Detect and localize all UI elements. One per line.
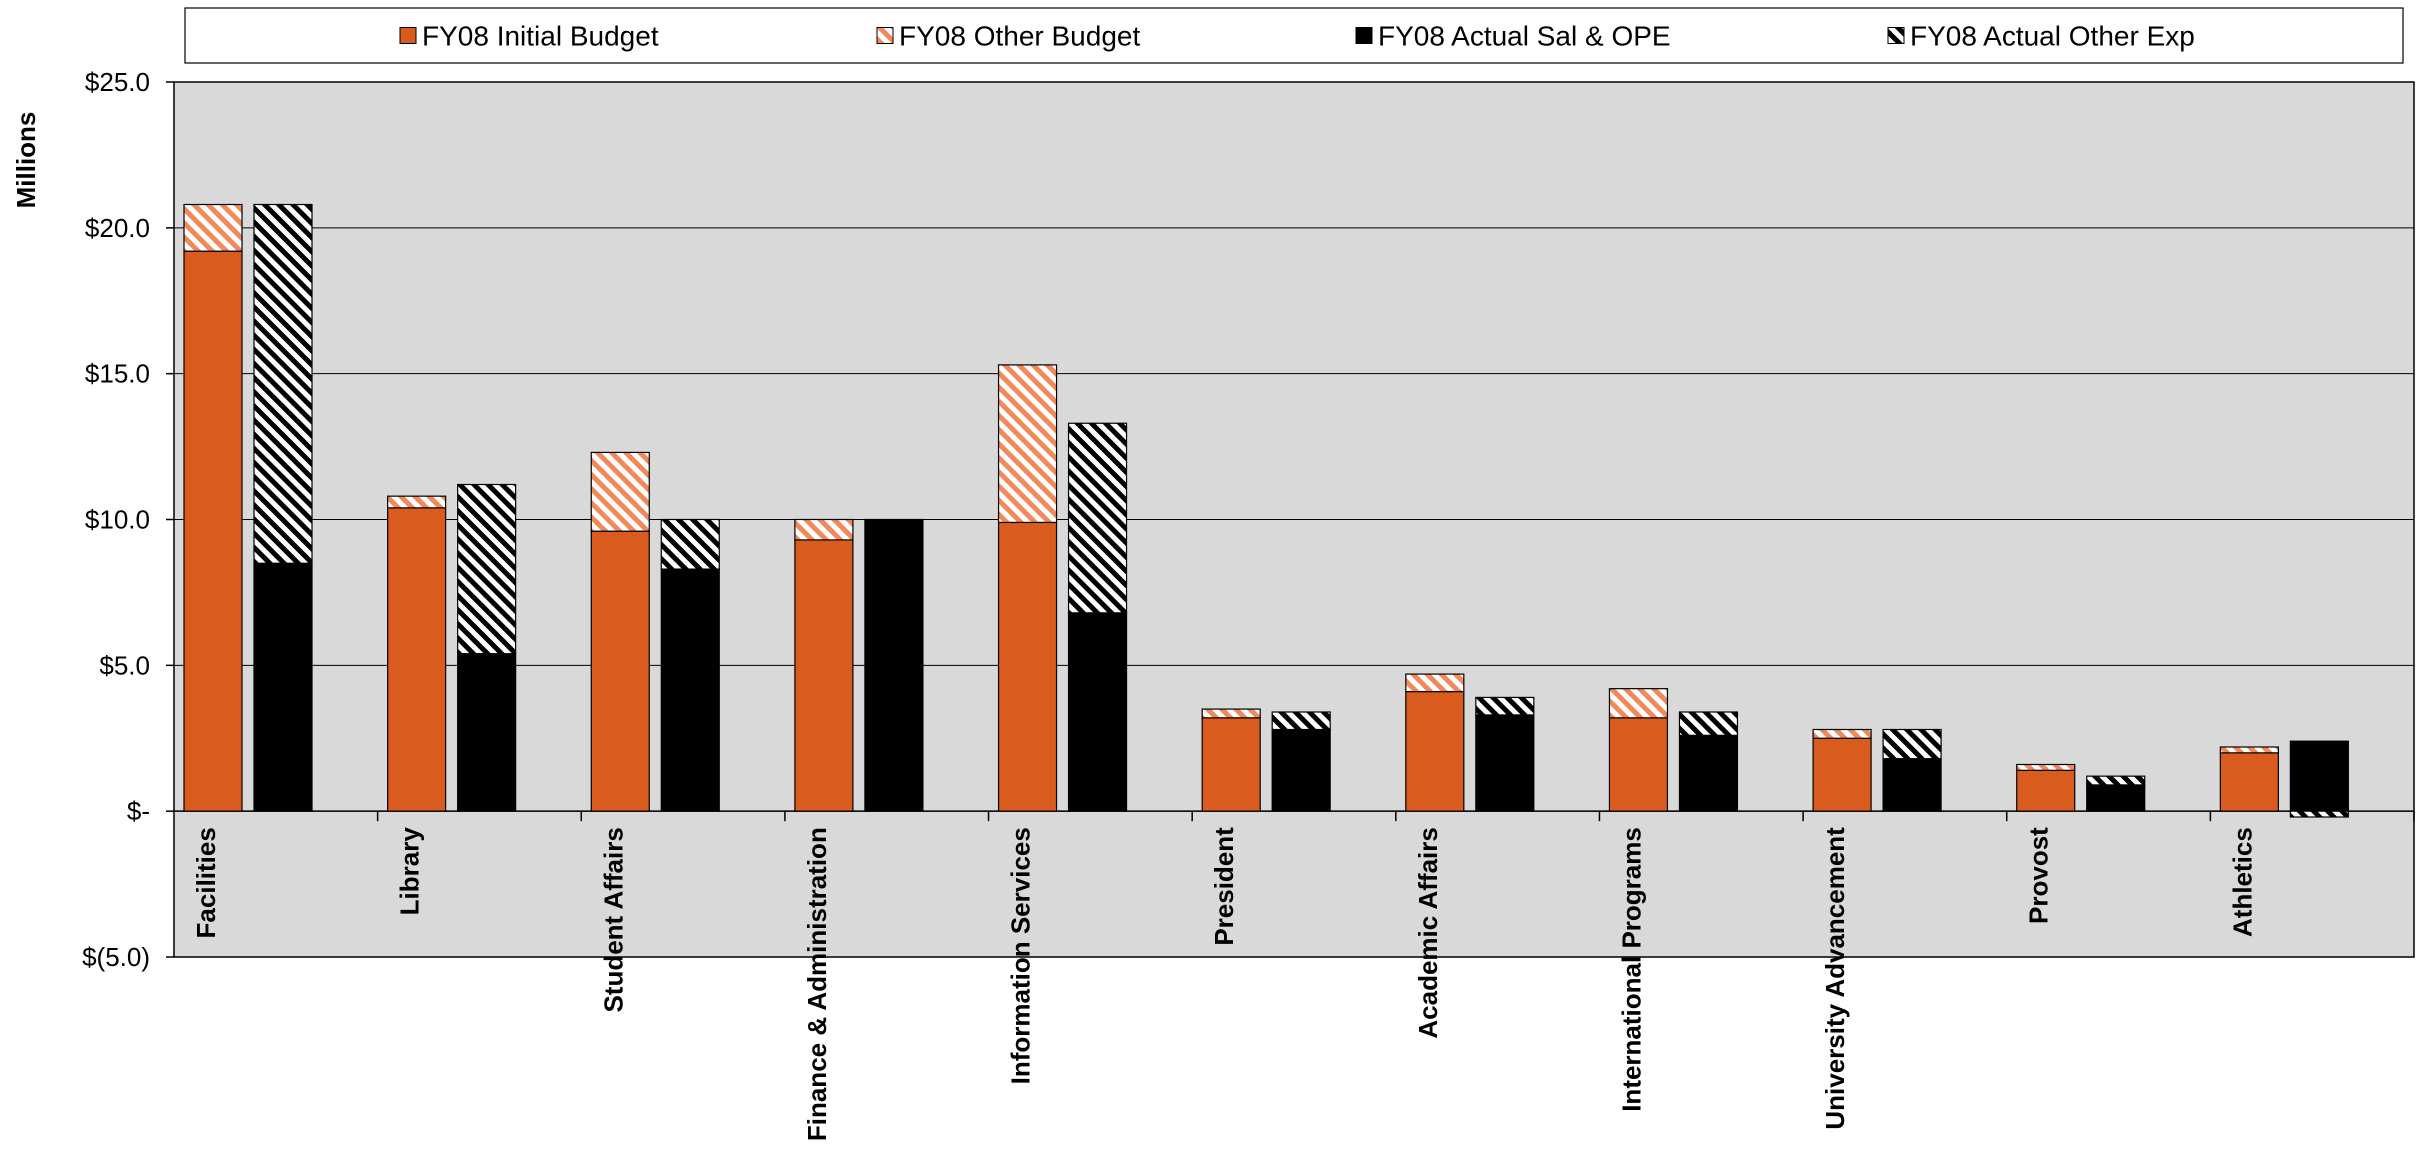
bar-fy08-actual-other-exp [660,518,720,570]
bar-fy08-actual-sal-ope [1067,612,1128,812]
bar-fy08-initial-budget [997,521,1058,812]
bar-fy08-actual-other-exp [2289,810,2349,818]
legend-swatch [399,27,417,44]
legend-label: FY08 Actual Sal & OPE [1378,21,1671,52]
bar-fy08-other-budget [590,451,650,532]
bar-fy08-actual-other-exp [1475,696,1535,716]
bar-fy08-initial-budget [1608,717,1669,812]
bar-fy08-actual-other-exp [1271,711,1331,731]
bar-fy08-initial-budget [183,250,243,812]
legend-swatch [876,27,894,44]
bar-fy08-actual-other-exp [457,483,517,655]
bar-fy08-initial-budget [2016,769,2076,812]
bar-fy08-other-budget [2016,763,2076,771]
bar-fy08-other-budget [1405,673,1465,693]
bar-fy08-initial-budget [1812,737,1872,812]
bar-fy08-other-budget [387,495,447,509]
legend-swatch [1887,27,1905,44]
bar-fy08-actual-sal-ope [1678,734,1739,812]
bar-fy08-actual-other-exp [1067,422,1128,614]
bar-fy08-other-budget [1201,708,1261,719]
y-tick-label: $25.0 [85,67,150,97]
category-label: Finance & Administration [802,827,832,1141]
bar-fy08-actual-other-exp [1678,711,1739,736]
legend-swatch [1355,27,1373,44]
bar-fy08-other-budget [183,203,243,252]
y-tick-label: $20.0 [85,213,150,243]
category-label: President [1209,827,1239,946]
y-tick-label: $(5.0) [82,942,150,972]
bar-fy08-initial-budget [1201,717,1261,812]
legend-label: FY08 Other Budget [899,21,1140,52]
y-tick-label: $15.0 [85,359,150,389]
bar-fy08-actual-other-exp [253,203,313,564]
bar-fy08-actual-sal-ope [1882,758,1942,812]
y-axis-title: Millions [11,112,41,209]
bar-fy08-actual-sal-ope [864,518,924,812]
bar-fy08-actual-other-exp [2086,775,2146,786]
category-label: Student Affairs [598,827,628,1012]
category-label: Athletics [2227,827,2257,937]
bar-fy08-initial-budget [387,507,447,812]
y-tick-label: $- [127,796,150,826]
y-tick-label: $10.0 [85,505,150,535]
bar-fy08-other-budget [1812,728,1872,739]
bar-fy08-actual-sal-ope [1271,728,1331,812]
bar-fy08-actual-sal-ope [457,653,517,812]
bar-fy08-actual-sal-ope [660,568,720,812]
bar-fy08-other-budget [794,518,854,541]
bar-fy08-actual-sal-ope [2289,740,2349,812]
bar-fy08-actual-sal-ope [2086,784,2146,812]
bar-fy08-initial-budget [1405,690,1465,812]
category-label: University Advancement [1820,827,1850,1130]
bar-fy08-other-budget [1608,688,1669,719]
category-label: Information Services [1006,827,1036,1084]
bar-fy08-initial-budget [590,530,650,812]
bar-fy08-initial-budget [794,539,854,812]
legend-label: FY08 Initial Budget [422,21,659,52]
bar-fy08-actual-sal-ope [253,562,313,812]
bar-fy08-actual-sal-ope [1475,714,1535,812]
category-label: Academic Affairs [1413,827,1443,1038]
bar-fy08-other-budget [997,364,1058,524]
legend [184,7,2404,64]
legend-label: FY08 Actual Other Exp [1910,21,2195,52]
y-tick-label: $5.0 [99,650,150,680]
category-label: Facilities [191,827,221,938]
category-label: International Programs [1616,827,1646,1112]
category-label: Library [395,827,425,916]
bar-fy08-actual-other-exp [1882,728,1942,760]
bar-fy08-other-budget [2219,746,2279,754]
bar-fy08-initial-budget [2219,752,2279,812]
category-label: Provost [2024,827,2054,924]
